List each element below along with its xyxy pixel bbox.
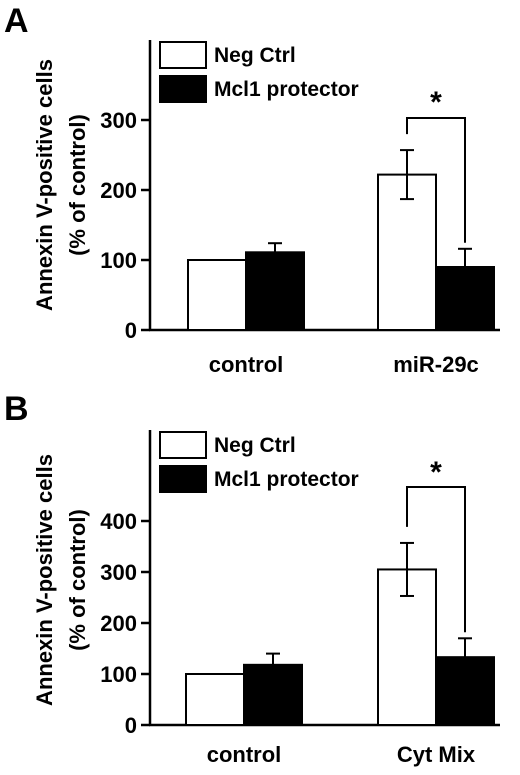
bar bbox=[245, 251, 305, 331]
legend-label: Neg Ctrl bbox=[214, 434, 296, 457]
y-tick-label: 300 bbox=[100, 108, 137, 133]
legend-swatch bbox=[159, 41, 207, 69]
y-tick-label: 200 bbox=[100, 178, 137, 203]
legend-label: Mcl1 protector bbox=[214, 78, 359, 101]
panel-letter: A bbox=[4, 2, 29, 40]
legend-swatch bbox=[159, 465, 207, 493]
legend-swatch bbox=[159, 75, 207, 103]
y-tick-label: 300 bbox=[100, 560, 137, 585]
significance-marker: * bbox=[430, 86, 442, 119]
panel-letter: B bbox=[4, 390, 29, 428]
x-tick-label: control bbox=[209, 352, 284, 377]
y-tick-label: 100 bbox=[100, 248, 137, 273]
x-tick-label: Cyt Mix bbox=[397, 742, 476, 767]
x-tick-label: miR-29c bbox=[393, 352, 479, 377]
bar bbox=[187, 259, 247, 331]
y-axis-label: (% of control) bbox=[65, 114, 90, 256]
legend-label: Neg Ctrl bbox=[214, 44, 296, 67]
panel-b: B Annexin V-positive cells (% of control) 0… bbox=[4, 390, 500, 767]
y-axis-label: Annexin V-positive cells bbox=[32, 454, 57, 706]
y-tick-label: 0 bbox=[125, 713, 137, 738]
significance-bracket bbox=[406, 486, 466, 633]
y-axis-label: Annexin V-positive cells bbox=[32, 59, 57, 311]
y-tick-label: 400 bbox=[100, 509, 137, 534]
y-tick-label: 100 bbox=[100, 662, 137, 687]
y-tick-label: 200 bbox=[100, 611, 137, 636]
significance-bracket bbox=[406, 117, 466, 243]
legend-swatch bbox=[159, 431, 207, 459]
legend-label: Mcl1 protector bbox=[214, 468, 359, 491]
bar bbox=[185, 673, 245, 726]
y-axis-label: (% of control) bbox=[65, 509, 90, 651]
y-tick-label: 0 bbox=[125, 318, 137, 343]
x-tick-label: control bbox=[207, 742, 282, 767]
significance-marker: * bbox=[430, 456, 442, 489]
